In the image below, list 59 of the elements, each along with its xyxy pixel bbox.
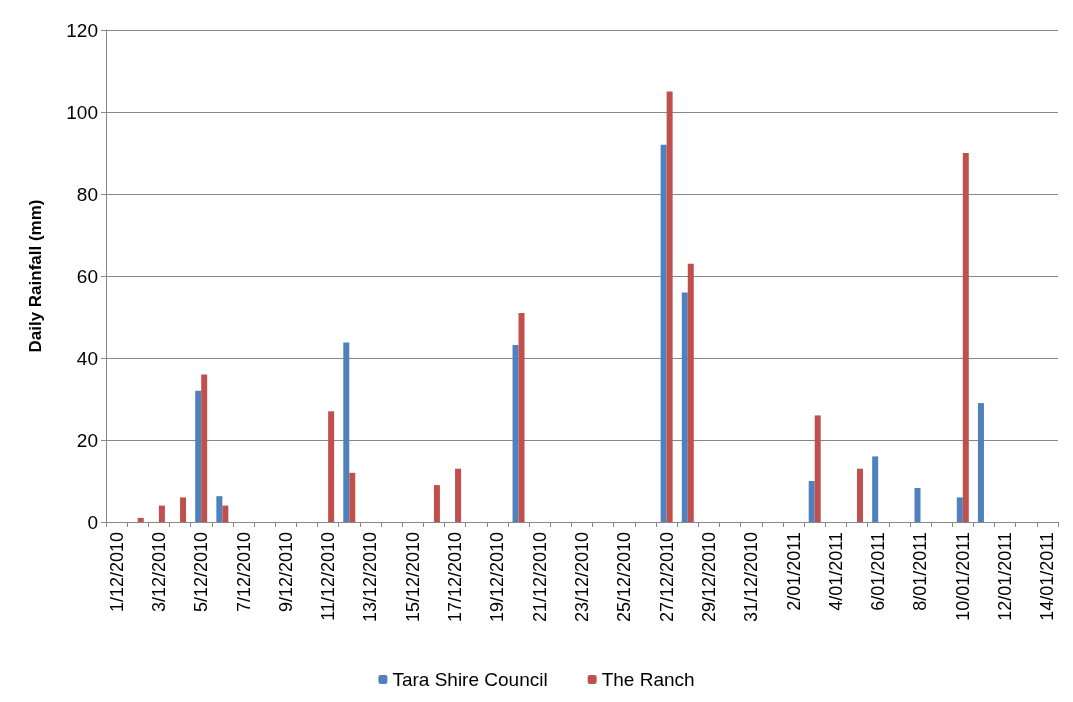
y-tick-label: 100 <box>66 101 98 123</box>
y-tick-label: 60 <box>76 265 98 287</box>
legend-label: Tara Shire Council <box>392 669 548 690</box>
x-tick-label: 4/01/2011 <box>825 532 846 611</box>
y-tick-label: 20 <box>76 429 98 451</box>
bar <box>328 411 335 522</box>
bar <box>814 415 821 522</box>
x-tick-label: 10/01/2011 <box>952 532 973 621</box>
x-tick-label: 17/12/2010 <box>445 532 466 623</box>
x-tick-label: 25/12/2010 <box>614 532 635 623</box>
x-tick-label: 23/12/2010 <box>572 532 592 623</box>
legend-label: The Ranch <box>601 669 695 690</box>
x-tick-label: 1/12/2010 <box>106 532 127 613</box>
bar <box>518 312 525 522</box>
x-tick-label: 14/01/2011 <box>1037 532 1058 621</box>
y-tick-label: 80 <box>76 183 98 205</box>
bar <box>343 342 350 522</box>
y-tick-label: 0 <box>87 511 98 533</box>
bar <box>962 153 969 522</box>
bar <box>660 144 667 522</box>
bar <box>195 390 202 522</box>
y-tick-label: 40 <box>76 347 98 369</box>
bar <box>956 497 963 522</box>
bar <box>349 472 356 522</box>
bar <box>180 497 187 522</box>
x-tick-label: 13/12/2010 <box>360 532 381 623</box>
y-axis-title: Daily Rainfall (mm) <box>26 199 45 353</box>
bar <box>808 481 815 522</box>
x-tick-label: 9/12/2010 <box>275 532 296 613</box>
x-tick-label: 7/12/2010 <box>233 532 254 613</box>
bar <box>137 517 144 522</box>
x-tick-label: 2/01/2011 <box>783 532 804 611</box>
x-tick-label: 27/12/2010 <box>656 532 677 623</box>
x-tick-label: 12/01/2011 <box>995 532 1016 621</box>
bar <box>872 456 879 522</box>
x-tick-label: 8/01/2011 <box>910 532 931 611</box>
x-tick-label: 19/12/2010 <box>487 532 508 623</box>
bar <box>666 91 673 522</box>
bar <box>681 292 688 522</box>
x-tick-label: 31/12/2010 <box>741 532 762 623</box>
bar <box>455 468 462 522</box>
x-tick-label: 11/12/2010 <box>318 532 339 621</box>
bar <box>216 496 223 522</box>
x-tick-label: 6/01/2011 <box>868 532 889 611</box>
x-tick-label: 5/12/2010 <box>191 532 212 613</box>
bar <box>433 485 440 522</box>
bar <box>222 505 229 522</box>
bar <box>977 403 984 522</box>
x-tick-label: 3/12/2010 <box>148 532 169 613</box>
y-tick-label: 120 <box>66 19 98 41</box>
bar <box>512 344 519 522</box>
bar <box>201 374 208 522</box>
bar <box>914 487 921 522</box>
bar <box>687 263 694 522</box>
x-tick-label: 21/12/2010 <box>529 532 550 623</box>
bar <box>158 505 165 522</box>
x-tick-label: 15/12/2010 <box>402 532 423 623</box>
x-tick-label: 29/12/2010 <box>698 532 719 623</box>
bar <box>857 468 864 522</box>
